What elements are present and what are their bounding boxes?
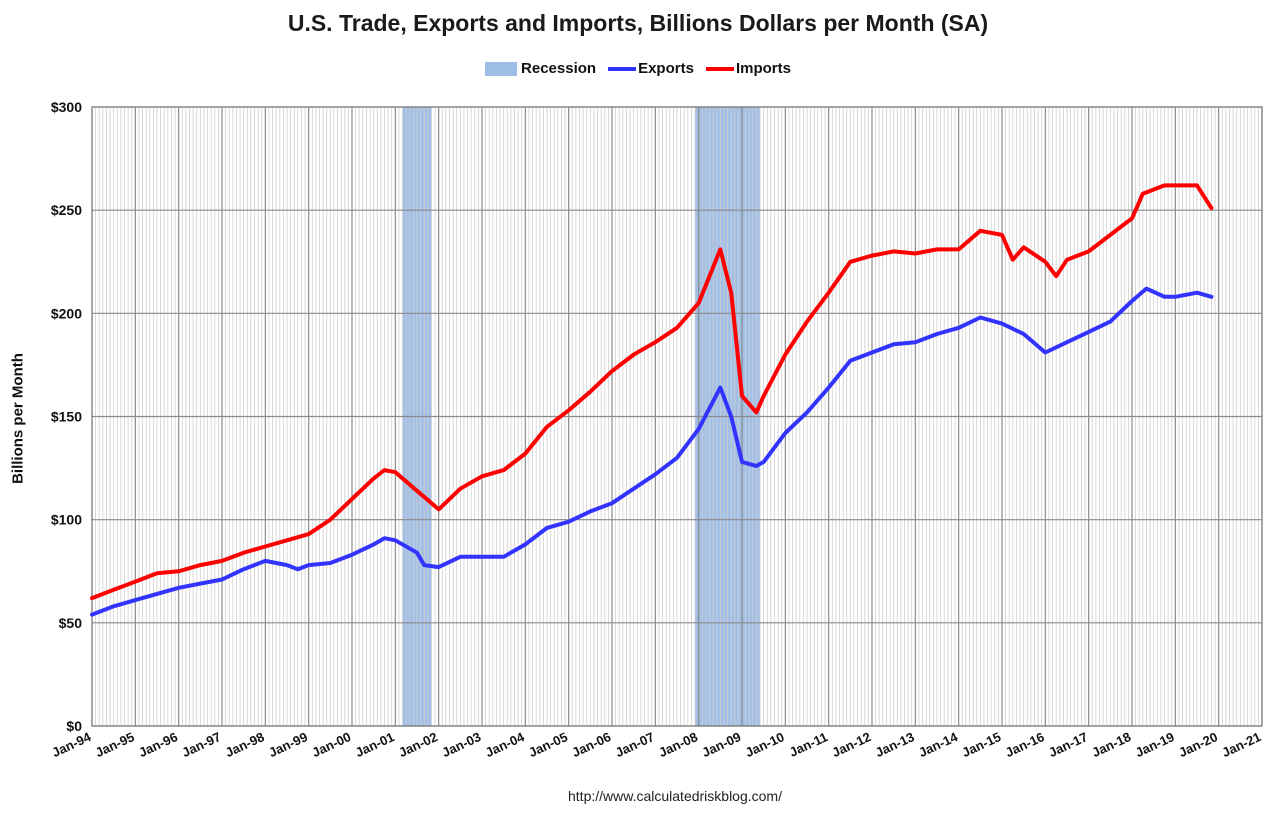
- y-tick-label: $250: [51, 202, 82, 218]
- x-tick-label: Jan-19: [1133, 729, 1177, 760]
- chart-title: U.S. Trade, Exports and Imports, Billion…: [287, 10, 989, 36]
- x-tick-label: Jan-11: [787, 729, 830, 760]
- x-tick-label: Jan-15: [960, 729, 1004, 760]
- y-tick-label: $300: [51, 99, 82, 115]
- y-tick-label: $150: [51, 409, 82, 425]
- x-tick-label: Jan-08: [656, 729, 700, 760]
- x-tick-label: Jan-16: [1003, 729, 1047, 760]
- legend-item-recession: Recession: [485, 60, 596, 77]
- x-tick-label: Jan-18: [1090, 729, 1134, 760]
- series-line-exports: [90, 286, 1214, 617]
- x-tick-label: Jan-03: [440, 729, 484, 760]
- x-tick-label: Jan-96: [136, 729, 180, 760]
- source-url[interactable]: http://www.calculatedriskblog.com/: [568, 788, 782, 804]
- recession-swatch-icon: [485, 61, 518, 76]
- x-tick-label: Jan-95: [93, 729, 137, 760]
- x-tick-label: Jan-00: [310, 729, 354, 760]
- x-tick-label: Jan-02: [396, 729, 440, 760]
- x-tick-label: Jan-21: [1220, 729, 1264, 760]
- x-tick-label: Jan-20: [1176, 729, 1220, 760]
- x-tick-label: Jan-04: [483, 729, 527, 760]
- series-line-imports: [90, 183, 1214, 601]
- x-tick-label: Jan-99: [266, 729, 310, 760]
- x-tick-label: Jan-05: [526, 729, 570, 760]
- x-tick-label: Jan-13: [873, 729, 917, 760]
- x-tick-label: Jan-06: [570, 729, 614, 760]
- x-tick-label: Jan-10: [743, 729, 787, 760]
- legend-item-imports: Imports: [705, 60, 791, 77]
- y-tick-label: $100: [51, 512, 82, 528]
- exports-swatch-icon: [608, 66, 637, 71]
- legend-item-exports: Exports: [608, 60, 694, 77]
- legend-label-imports: Imports: [735, 60, 791, 77]
- x-tick-label: Jan-14: [916, 729, 960, 760]
- y-tick-label: $200: [51, 305, 82, 321]
- x-tick-label: Jan-98: [223, 729, 267, 760]
- x-tick-label: Jan-17: [1046, 729, 1090, 760]
- y-tick-label: $50: [59, 615, 83, 631]
- x-tick-label: Jan-12: [830, 729, 874, 760]
- imports-swatch-icon: [705, 66, 734, 71]
- x-tick-label: Jan-09: [700, 729, 744, 760]
- x-tick-label: Jan-07: [613, 729, 657, 760]
- x-tick-label: Jan-01: [353, 729, 397, 760]
- legend-label-recession: Recession: [521, 60, 597, 77]
- y-tick-label: $0: [66, 718, 82, 734]
- x-tick-label: Jan-97: [180, 729, 224, 760]
- legend: Recession Exports Imports: [0, 60, 1276, 77]
- plot-frame: [91, 106, 1263, 727]
- legend-label-exports: Exports: [638, 60, 694, 77]
